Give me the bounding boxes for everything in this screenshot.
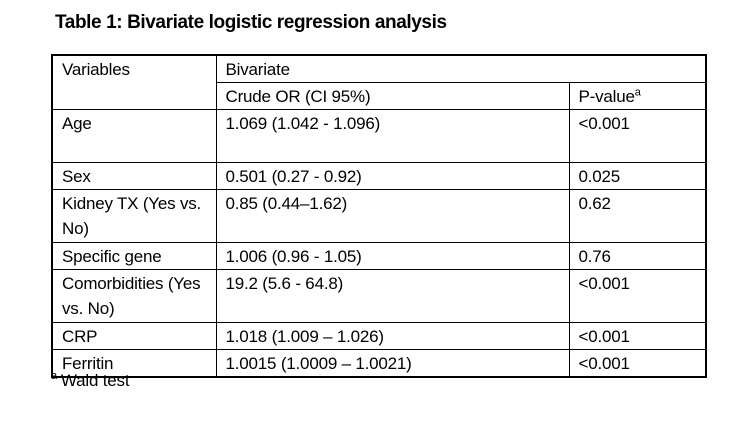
table-row: Comorbidities (Yes vs. No) 19.2 (5.6 - 6…: [51, 269, 707, 323]
table-row: Kidney TX (Yes vs. No) 0.85 (0.44–1.62) …: [51, 189, 707, 243]
page-title: Table 1: Bivariate logistic regression a…: [55, 12, 447, 33]
column-header-variables: Variables: [51, 54, 217, 110]
variable-cell: Ferritin: [51, 349, 217, 378]
p-value-footnote-marker: a: [634, 86, 641, 99]
variable-cell: Kidney TX (Yes vs. No): [51, 189, 217, 243]
table-row: Sex 0.501 (0.27 - 0.92) 0.025: [51, 162, 707, 190]
crude-or-cell: 1.018 (1.009 – 1.026): [215, 322, 570, 350]
regression-table: Variables Bivariate Crude OR (CI 95%) P-…: [51, 54, 707, 378]
p-value-cell: 0.62: [568, 189, 707, 243]
crude-or-cell: 1.0015 (1.0009 – 1.0021): [215, 349, 570, 378]
p-value-cell: <0.001: [568, 109, 707, 163]
crude-or-cell: 1.069 (1.042 - 1.096): [215, 109, 570, 163]
variable-cell: Specific gene: [51, 242, 217, 270]
footnote-marker: a: [51, 370, 57, 383]
p-value-cell: <0.001: [568, 349, 707, 378]
column-header-p-value: P-valuea: [568, 82, 707, 110]
p-value-cell: 0.76: [568, 242, 707, 270]
crude-or-cell: 0.85 (0.44–1.62): [215, 189, 570, 243]
p-value-cell: 0.025: [568, 162, 707, 190]
table-row: Specific gene 1.006 (0.96 - 1.05) 0.76: [51, 242, 707, 270]
footnote-text: Wald test: [60, 371, 130, 390]
crude-or-cell: 1.006 (0.96 - 1.05): [215, 242, 570, 270]
variable-cell: Age: [51, 109, 217, 163]
p-value-header-label: P-value: [578, 87, 635, 106]
group-header-bivariate: Bivariate: [215, 54, 707, 83]
table-row: CRP 1.018 (1.009 – 1.026) <0.001: [51, 322, 707, 350]
crude-or-cell: 19.2 (5.6 - 64.8): [215, 269, 570, 323]
footnote: a Wald test: [51, 370, 130, 391]
variable-cell: Comorbidities (Yes vs. No): [51, 269, 217, 323]
variable-cell: CRP: [51, 322, 217, 350]
variable-cell: Sex: [51, 162, 217, 190]
table-row: Age 1.069 (1.042 - 1.096) <0.001: [51, 109, 707, 163]
crude-or-cell: 0.501 (0.27 - 0.92): [215, 162, 570, 190]
table-header-row-group: Variables Bivariate: [51, 54, 707, 110]
table-header-row-columns: Crude OR (CI 95%) P-valuea: [52, 82, 707, 110]
column-header-crude-or: Crude OR (CI 95%): [215, 82, 570, 110]
p-value-cell: <0.001: [568, 322, 707, 350]
p-value-cell: <0.001: [568, 269, 707, 323]
table-row: Ferritin 1.0015 (1.0009 – 1.0021) <0.001: [51, 349, 707, 378]
